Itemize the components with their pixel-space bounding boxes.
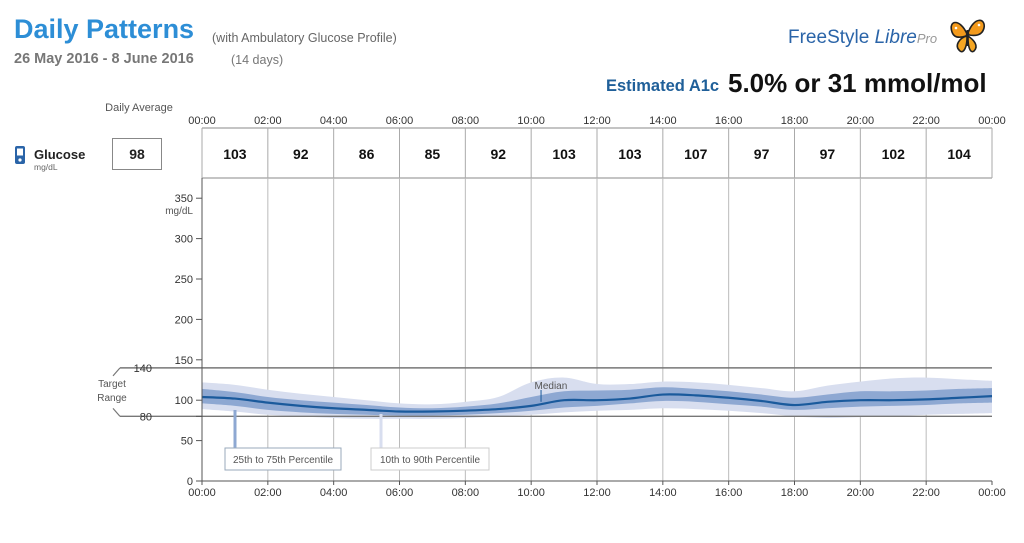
hourly-average-value: 107 — [684, 146, 708, 162]
bottom-x-tick-label: 06:00 — [386, 487, 414, 499]
top-x-tick-label: 04:00 — [320, 115, 348, 127]
y-tick-label: 50 — [181, 436, 193, 448]
y-tick-label: 0 — [187, 476, 193, 488]
hourly-average-value: 92 — [490, 146, 506, 162]
y-tick-label: 250 — [175, 274, 193, 286]
bottom-x-tick-label: 02:00 — [254, 487, 282, 499]
top-x-tick-label: 14:00 — [649, 115, 677, 127]
day-count: (14 days) — [231, 53, 284, 67]
top-x-tick-label: 10:00 — [517, 115, 545, 127]
page-subtitle: (with Ambulatory Glucose Profile) — [212, 31, 397, 45]
logo-libre: Libre — [874, 27, 917, 48]
hourly-average-value: 103 — [552, 146, 576, 162]
top-x-tick-label: 06:00 — [386, 115, 414, 127]
hourly-average-value: 97 — [820, 146, 836, 162]
bottom-x-tick-label: 10:00 — [517, 487, 545, 499]
date-range: 26 May 2016 - 8 June 2016 — [14, 51, 194, 67]
target-high-tick-label: 140 — [134, 363, 152, 375]
hourly-average-value: 103 — [223, 146, 247, 162]
bottom-x-tick-label: 04:00 — [320, 487, 348, 499]
bottom-x-tick-label: 22:00 — [912, 487, 940, 499]
iqr-legend-box — [224, 447, 342, 471]
hourly-average-value: 102 — [882, 146, 906, 162]
median-label: Median — [535, 381, 568, 392]
y-tick-label: 100 — [175, 395, 193, 407]
glucose-unit: mg/dL — [34, 162, 58, 172]
sensor-reader-icon — [15, 146, 25, 164]
top-x-tick-label: 00:00 — [188, 115, 216, 127]
y-tick-label: 300 — [175, 234, 193, 246]
hourly-average-value: 103 — [618, 146, 642, 162]
page-title: Daily Patterns — [14, 14, 195, 44]
target-range-label-2: Range — [97, 393, 127, 404]
top-x-tick-label: 12:00 — [583, 115, 611, 127]
y-tick-label: 150 — [175, 355, 193, 367]
logo-freestyle: FreeStyle — [788, 27, 870, 48]
hourly-averages-row: 00:00 02:00 04:00 06:00 08:00 10:00 12:00 14:00… — [188, 115, 1006, 179]
bottom-x-tick-label: 12:00 — [583, 487, 611, 499]
y-tick-label: 80 — [140, 411, 152, 423]
glucose-label: Glucose — [34, 147, 86, 162]
daily-average-label: Daily Average — [105, 102, 173, 114]
hourly-average-value: 86 — [359, 146, 375, 162]
target-range-label-1: Target — [98, 379, 126, 390]
hourly-average-value: 85 — [425, 146, 441, 162]
outer-legend-label: 10th to 90th Percentile — [380, 455, 481, 466]
top-x-tick-label: 20:00 — [847, 115, 875, 127]
top-x-tick-label: 02:00 — [254, 115, 282, 127]
estimated-a1c-value: 5.0% or 31 mmol/mol — [728, 68, 987, 98]
hourly-average-value: 97 — [754, 146, 770, 162]
plot-area: Target Range 0 50 80 100 150 200 250 300 350 140 mg/… — [97, 178, 1006, 499]
bottom-x-tick-label: 14:00 — [649, 487, 677, 499]
bottom-x-tick-label: 00:00 — [978, 487, 1006, 499]
hourly-average-value: 104 — [947, 146, 971, 162]
butterfly-icon — [950, 19, 985, 53]
median-line — [201, 393, 993, 413]
estimated-a1c-label: Estimated A1c — [606, 77, 720, 95]
top-x-tick-label: 18:00 — [781, 115, 809, 127]
y-tick-label: 200 — [175, 314, 193, 326]
bottom-x-tick-label: 08:00 — [452, 487, 480, 499]
hourly-average-value: 92 — [293, 146, 309, 162]
y-axis-unit-label: mg/dL — [165, 206, 193, 217]
top-x-tick-label: 00:00 — [978, 115, 1006, 127]
daily-average-value: 98 — [112, 138, 162, 170]
outer-legend-box — [370, 447, 490, 471]
freestyle-libre-pro-logo: FreeStyle LibrePro — [788, 27, 937, 49]
target-range-bracket — [112, 367, 121, 417]
logo-pro: Pro — [916, 31, 938, 46]
percentile-25-75-band — [202, 387, 992, 416]
top-x-tick-label: 16:00 — [715, 115, 743, 127]
y-tick-label: 350 — [175, 193, 193, 205]
top-x-tick-label: 22:00 — [912, 115, 940, 127]
bottom-x-tick-label: 20:00 — [847, 487, 875, 499]
top-x-tick-label: 08:00 — [452, 115, 480, 127]
bottom-x-tick-label: 18:00 — [781, 487, 809, 499]
bottom-x-tick-label: 16:00 — [715, 487, 743, 499]
bottom-x-tick-label: 00:00 — [188, 487, 216, 499]
iqr-legend-label: 25th to 75th Percentile — [233, 455, 334, 466]
